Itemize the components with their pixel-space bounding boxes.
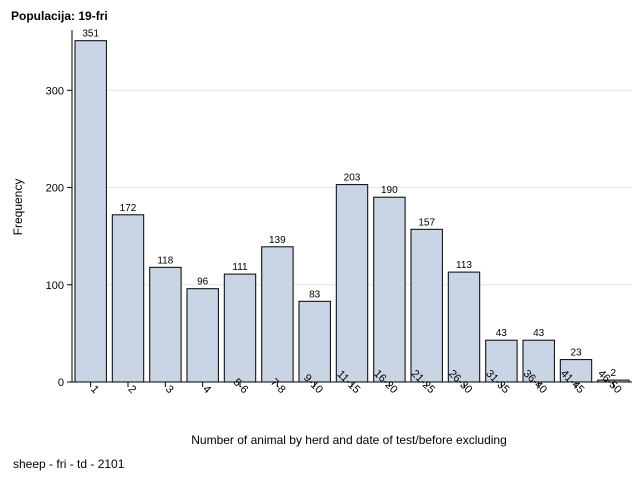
bar [373, 196, 406, 383]
bar-value-label: 190 [381, 185, 398, 196]
bar [335, 184, 369, 383]
bar-value-label: 172 [120, 203, 137, 214]
bar-value-label: 96 [197, 277, 209, 288]
bar [223, 273, 257, 383]
x-tick-label: 2 [126, 383, 139, 396]
bars [74, 40, 630, 383]
bar [298, 300, 331, 383]
y-axis: 0 100 200 300 [46, 30, 73, 389]
bar-value-label: 118 [157, 255, 173, 266]
bar-value-label: 113 [456, 260, 472, 271]
x-tick-label: 3 [163, 383, 176, 396]
bar [410, 228, 443, 383]
bar-value-label: 43 [533, 328, 545, 339]
bar [485, 339, 518, 383]
bar-value-label: 157 [418, 217, 435, 228]
bar-value-label: 139 [269, 235, 286, 246]
bar [74, 40, 107, 383]
bar-value-label: 83 [309, 289, 321, 300]
y-tick-label: 0 [58, 377, 64, 389]
bar-value-labels: 351 172 118 96 111 139 83 203 190 157 113 43 43 23 2 [82, 29, 616, 379]
bar-value-label: 2 [611, 368, 617, 379]
bar [522, 339, 555, 383]
bar [261, 246, 294, 383]
bar-value-label: 43 [496, 328, 508, 339]
bar [186, 288, 219, 383]
bar [149, 266, 182, 383]
y-tick-label: 100 [46, 280, 64, 292]
y-tick-label: 200 [46, 183, 64, 195]
bar [447, 271, 481, 383]
y-axis-label: Frequency [11, 179, 25, 236]
chart-title: Populacija: 19-fri [11, 9, 108, 23]
bar-value-label: 23 [570, 348, 582, 359]
x-axis-label: Number of animal by herd and date of tes… [191, 433, 507, 447]
bar-value-label: 111 [232, 262, 248, 273]
bar [111, 214, 145, 383]
footnote: sheep - fri - td - 2101 [13, 457, 125, 471]
bar-value-label: 203 [344, 173, 361, 184]
y-tick-label: 300 [46, 85, 64, 97]
bar-value-label: 351 [82, 29, 99, 40]
